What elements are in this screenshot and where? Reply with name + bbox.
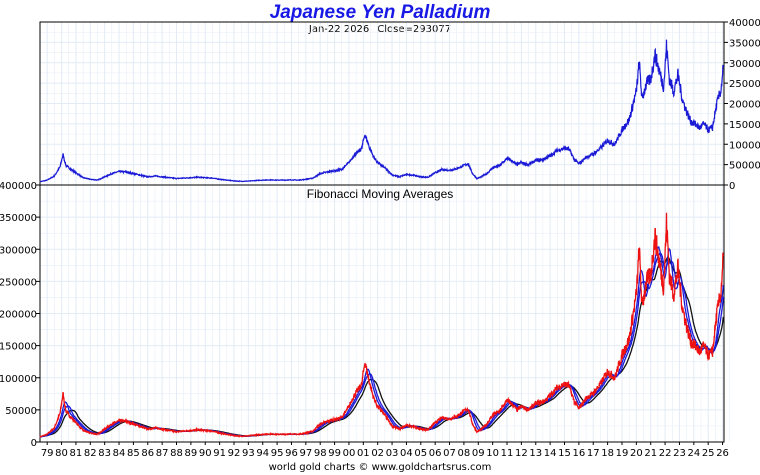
xtick-label: 21 xyxy=(644,448,657,459)
bottom-ytick-label: 350000 xyxy=(0,213,37,224)
xtick-label: 82 xyxy=(84,448,97,459)
bottom-ytick-label: 250000 xyxy=(0,277,37,288)
chart-title: Japanese Yen Palladium xyxy=(269,2,491,23)
xtick-label: 13 xyxy=(529,448,542,459)
xtick-label: 90 xyxy=(199,448,212,459)
bottom-ytick-label: 0 xyxy=(31,438,37,449)
xtick-label: 16 xyxy=(572,448,585,459)
xtick-label: 87 xyxy=(156,448,169,459)
xtick-label: 26 xyxy=(716,448,729,459)
xtick-label: 91 xyxy=(213,448,226,459)
close-date: Jan-22 2026 xyxy=(308,24,370,35)
xtick-label: 80 xyxy=(55,448,68,459)
xtick-label: 03 xyxy=(386,448,399,459)
xtick-label: 24 xyxy=(687,448,700,459)
top-ytick-label: 50000 xyxy=(729,161,760,172)
xtick-label: 09 xyxy=(472,448,485,459)
xtick-label: 86 xyxy=(141,448,154,459)
xtick-label: 83 xyxy=(98,448,111,459)
xtick-label: 17 xyxy=(587,448,600,459)
short-ma-line xyxy=(39,246,724,438)
xtick-label: 84 xyxy=(113,448,126,459)
xtick-label: 20 xyxy=(630,448,643,459)
xtick-label: 25 xyxy=(702,448,715,459)
xtick-label: 06 xyxy=(429,448,442,459)
xtick-label: 10 xyxy=(486,448,499,459)
xtick-label: 99 xyxy=(328,448,341,459)
top-ytick-label: 150000 xyxy=(729,120,760,131)
xtick-label: 04 xyxy=(400,448,413,459)
price-line xyxy=(39,39,724,183)
xtick-label: 14 xyxy=(544,448,557,459)
xtick-label: 18 xyxy=(601,448,614,459)
xtick-label: 08 xyxy=(458,448,471,459)
bottom-ytick-label: 300000 xyxy=(0,245,37,256)
xtick-label: 19 xyxy=(616,448,629,459)
xtick-label: 05 xyxy=(414,448,427,459)
bottom-ytick-label: 100000 xyxy=(0,374,37,385)
xtick-label: 92 xyxy=(228,448,241,459)
xtick-label: 02 xyxy=(371,448,384,459)
xtick-label: 23 xyxy=(673,448,686,459)
xtick-label: 00 xyxy=(343,448,356,459)
footer-credit: world gold charts © www.goldchartsrus.co… xyxy=(268,462,492,473)
top-ytick-label: 400000 xyxy=(729,18,760,29)
xtick-label: 98 xyxy=(314,448,327,459)
bottom-ytick-label: 200000 xyxy=(0,310,37,321)
xtick-label: 07 xyxy=(443,448,456,459)
xtick-label: 94 xyxy=(256,448,269,459)
chart-subtitle: Jan-22 2026 Close=293077 xyxy=(0,24,760,35)
lower-panel-title: Fibonacci Moving Averages xyxy=(306,187,454,201)
xtick-label: 01 xyxy=(357,448,370,459)
top-ytick-label: 250000 xyxy=(729,79,760,90)
close-value: Close=293077 xyxy=(377,24,452,35)
top-ytick-label: 100000 xyxy=(729,140,760,151)
price-line-lower xyxy=(39,212,724,438)
xtick-label: 93 xyxy=(242,448,255,459)
top-ytick-label: 0 xyxy=(729,181,735,192)
xtick-label: 96 xyxy=(285,448,298,459)
xtick-label: 79 xyxy=(41,448,54,459)
xtick-label: 81 xyxy=(70,448,83,459)
xtick-label: 95 xyxy=(271,448,284,459)
xtick-label: 97 xyxy=(299,448,312,459)
xtick-label: 85 xyxy=(127,448,140,459)
bottom-ytick-label: 50000 xyxy=(5,406,37,417)
bottom-ytick-label: 400000 xyxy=(0,181,37,192)
top-ytick-label: 300000 xyxy=(729,59,760,70)
xtick-label: 11 xyxy=(501,448,514,459)
bottom-ytick-label: 150000 xyxy=(0,342,37,353)
top-ytick-label: 200000 xyxy=(729,100,760,111)
grid-lines xyxy=(40,21,730,443)
top-ytick-label: 350000 xyxy=(729,38,760,49)
xtick-label: 22 xyxy=(659,448,672,459)
xtick-label: 12 xyxy=(515,448,528,459)
xtick-label: 89 xyxy=(185,448,198,459)
xtick-label: 88 xyxy=(170,448,183,459)
xtick-label: 15 xyxy=(558,448,571,459)
